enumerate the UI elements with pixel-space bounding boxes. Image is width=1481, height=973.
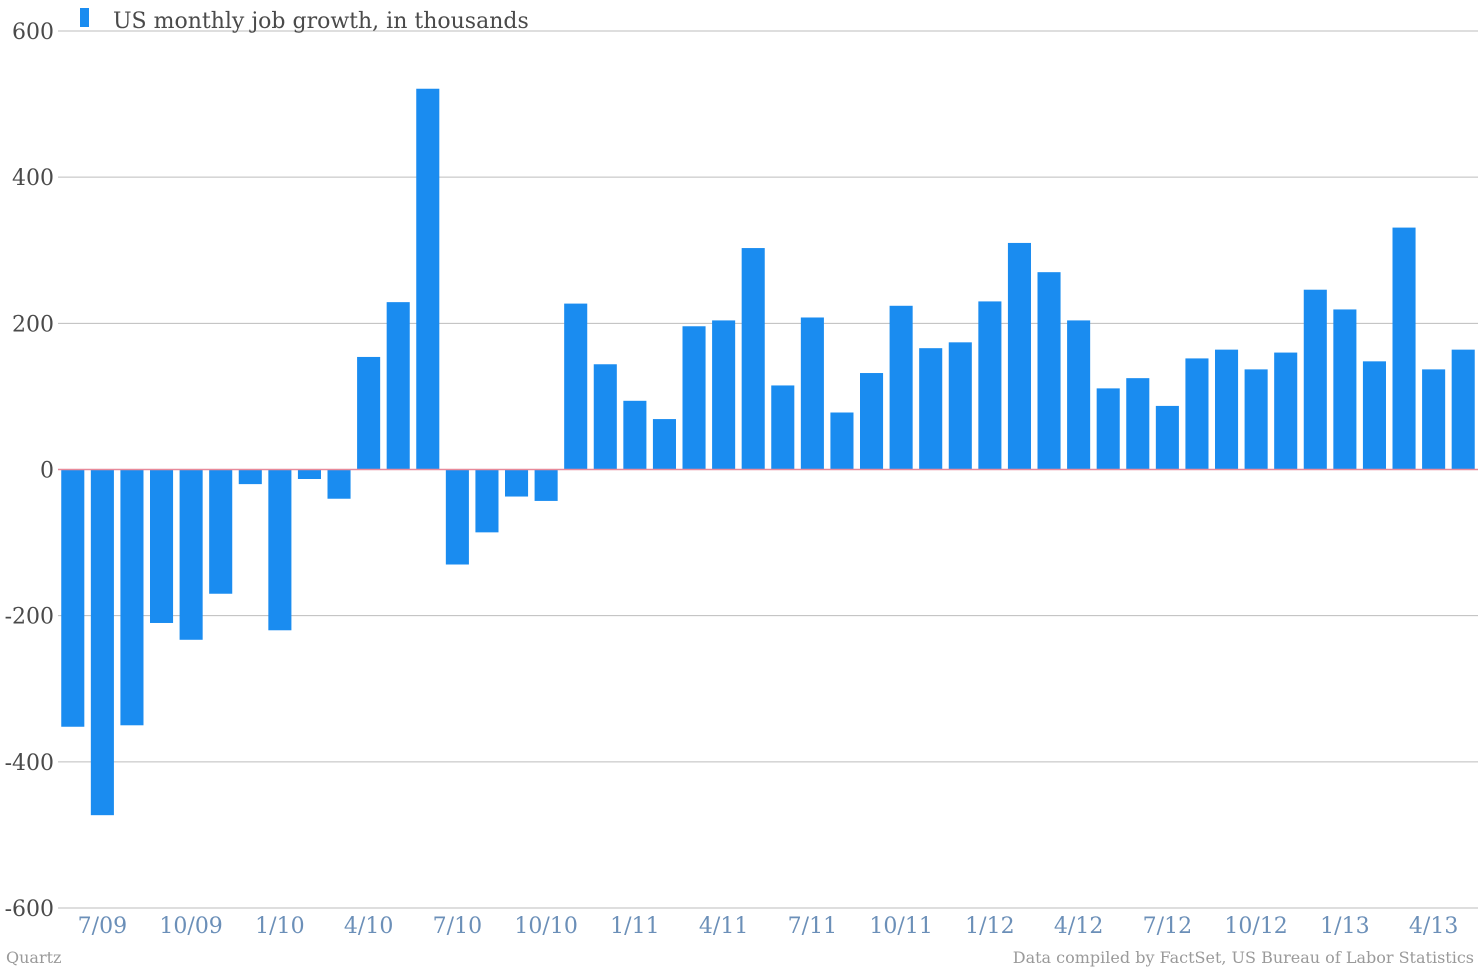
bar — [1244, 369, 1268, 470]
bar — [150, 469, 174, 623]
bar — [741, 248, 765, 470]
bar — [90, 469, 114, 816]
y-tick-label: 0 — [40, 459, 54, 484]
bar — [445, 469, 469, 565]
x-tick-label: 10/11 — [869, 914, 932, 939]
bar — [1067, 320, 1091, 470]
y-tick-label: 600 — [12, 20, 54, 45]
bar — [1096, 388, 1120, 470]
bar — [712, 320, 736, 470]
x-axis-ticks: 7/09 10/09 1/10 4/10 7/10 10/10 1/11 4/11 7/11 10… — [78, 914, 1459, 939]
bar — [889, 305, 913, 470]
bar — [1333, 309, 1357, 470]
bar — [1007, 242, 1031, 470]
x-tick-label: 4/12 — [1054, 914, 1103, 939]
footer-source-right: Data compiled by FactSet, US Bureau of L… — [1013, 948, 1474, 967]
bar — [830, 412, 854, 470]
y-tick-label: -400 — [5, 751, 54, 776]
bar — [534, 469, 558, 501]
x-tick-label: 4/11 — [699, 914, 748, 939]
legend-swatch — [80, 8, 89, 27]
x-tick-label: 4/10 — [344, 914, 393, 939]
bar — [1185, 358, 1209, 470]
bar — [1037, 272, 1061, 470]
x-tick-label: 10/12 — [1224, 914, 1287, 939]
gridlines — [58, 30, 1478, 909]
x-tick-label: 1/12 — [965, 914, 1014, 939]
bar — [1451, 349, 1475, 470]
bar — [593, 364, 617, 470]
bar — [682, 326, 706, 470]
x-tick-label: 7/10 — [433, 914, 482, 939]
bar — [1126, 378, 1150, 470]
bar — [564, 303, 588, 470]
legend: US monthly job growth, in thousands — [80, 8, 529, 34]
bar — [120, 469, 144, 726]
bar — [1215, 349, 1239, 470]
x-tick-label: 7/09 — [78, 914, 127, 939]
bar — [1422, 369, 1446, 470]
bar — [357, 356, 381, 470]
y-tick-label: -600 — [5, 897, 54, 922]
bar — [386, 302, 410, 470]
bar — [209, 469, 233, 594]
bar — [1392, 227, 1416, 470]
x-tick-label: 7/12 — [1143, 914, 1192, 939]
bar — [475, 469, 499, 533]
y-tick-label: 400 — [12, 166, 54, 191]
bar — [179, 469, 203, 640]
x-tick-label: 1/13 — [1320, 914, 1369, 939]
bar — [800, 317, 824, 470]
bar — [505, 469, 529, 497]
x-tick-label: 10/09 — [159, 914, 222, 939]
bar — [1155, 405, 1179, 470]
bar — [1303, 289, 1327, 470]
bar — [623, 400, 647, 470]
x-tick-label: 1/10 — [255, 914, 304, 939]
y-axis-ticks: 600 400 200 0 -200 -400 -600 — [5, 20, 54, 922]
x-tick-label: 1/11 — [610, 914, 659, 939]
legend-label: US monthly job growth, in thousands — [113, 9, 529, 34]
bar — [1274, 352, 1298, 470]
bar — [297, 469, 321, 479]
y-tick-label: 200 — [12, 312, 54, 337]
bar — [61, 469, 85, 727]
x-tick-label: 10/10 — [514, 914, 577, 939]
bar — [1362, 361, 1386, 470]
bar — [416, 88, 440, 470]
x-tick-label: 4/13 — [1409, 914, 1458, 939]
bar — [948, 342, 972, 470]
bar — [771, 385, 795, 470]
y-tick-label: -200 — [5, 605, 54, 630]
bar — [652, 419, 676, 470]
bars — [61, 88, 1475, 816]
x-tick-label: 7/11 — [788, 914, 837, 939]
bar — [919, 348, 943, 470]
bar — [860, 373, 884, 470]
bar — [268, 469, 292, 631]
bar — [978, 301, 1002, 470]
bar — [238, 469, 262, 485]
footer-source-left: Quartz — [6, 948, 61, 967]
bar — [327, 469, 351, 499]
